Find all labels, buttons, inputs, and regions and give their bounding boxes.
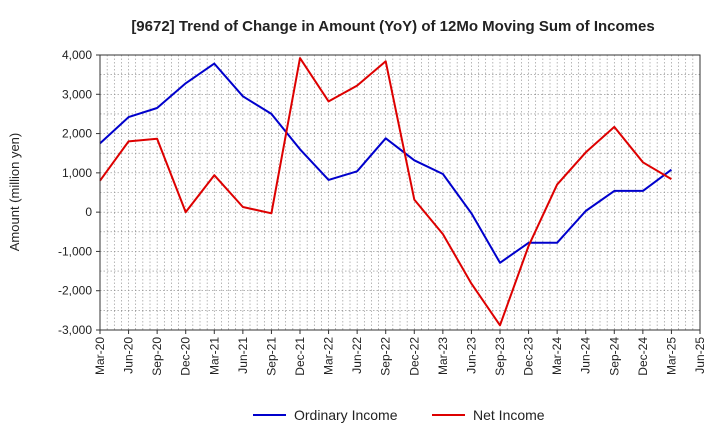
x-tick-label: Jun-24 <box>579 337 593 374</box>
x-tick-label: Sep-21 <box>264 337 278 376</box>
x-tick-label: Dec-20 <box>179 337 193 376</box>
x-tick-label: Dec-23 <box>522 337 536 376</box>
y-tick-label: -1,000 <box>58 244 92 258</box>
x-tick-label: Mar-24 <box>550 337 564 375</box>
x-tick-label: Dec-24 <box>636 337 650 376</box>
y-axis-ticks: 4,000 3,000 2,000 1,000 0 -1,000 -2,000 -3,000 <box>58 48 100 337</box>
x-tick-label: Jun-23 <box>464 337 478 374</box>
x-tick-label: Mar-23 <box>436 337 450 375</box>
x-tick-label: Mar-25 <box>664 337 678 375</box>
y-axis-label: Amount (million yen) <box>7 133 22 252</box>
x-tick-label: Jun-22 <box>350 337 364 374</box>
series-lines <box>99 57 672 327</box>
x-tick-label: Mar-21 <box>207 337 221 375</box>
y-tick-label: 2,000 <box>62 127 92 141</box>
x-tick-label: Sep-23 <box>493 337 507 376</box>
plot-area-frame <box>99 54 701 331</box>
series-line-ordinary-income <box>99 62 672 264</box>
grid <box>100 55 700 330</box>
y-tick-label: 4,000 <box>62 48 92 62</box>
y-tick-label: 3,000 <box>62 87 92 101</box>
x-axis-ticks: Mar-20 Jun-20 Sep-20 Dec-20 Mar-21 Jun-21 Sep-… <box>93 330 707 376</box>
x-tick-label: Jun-21 <box>236 337 250 374</box>
chart-title: [9672] Trend of Change in Amount (YoY) o… <box>131 18 654 35</box>
x-tick-label: Mar-20 <box>93 337 107 375</box>
x-tick-label: Sep-20 <box>150 337 164 376</box>
x-tick-label: Sep-22 <box>379 337 393 376</box>
legend-label: Net Income <box>473 407 545 423</box>
x-tick-label: Mar-22 <box>322 337 336 375</box>
x-tick-label: Sep-24 <box>607 337 621 376</box>
series-line-net-income <box>99 57 672 327</box>
legend: Ordinary Income Net Income <box>253 407 545 423</box>
y-tick-label: -2,000 <box>58 284 92 298</box>
x-tick-label: Dec-22 <box>407 337 421 376</box>
x-tick-label: Dec-21 <box>293 337 307 376</box>
y-tick-label: 1,000 <box>62 166 92 180</box>
y-tick-label: 0 <box>85 205 92 219</box>
legend-label: Ordinary Income <box>294 407 398 423</box>
x-tick-label: Jun-25 <box>693 337 707 374</box>
y-tick-label: -3,000 <box>58 323 92 337</box>
x-tick-label: Jun-20 <box>122 337 136 374</box>
